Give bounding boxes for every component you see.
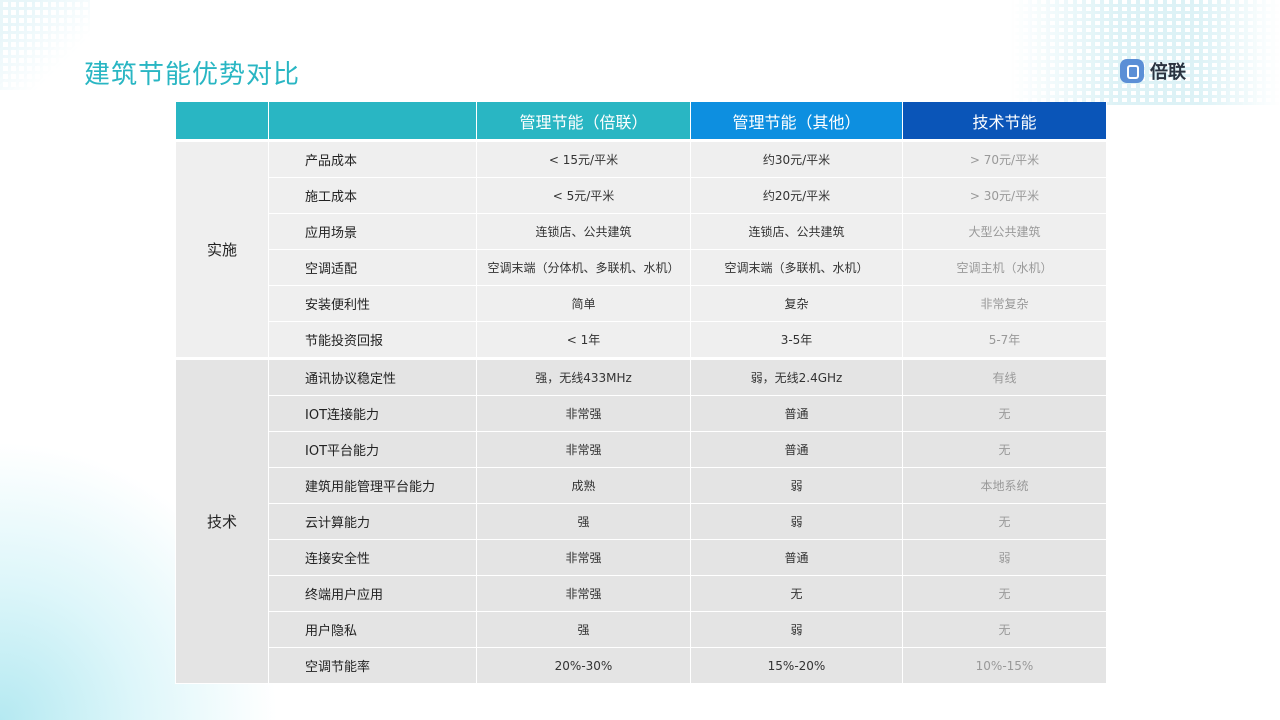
cell-other: 空调末端（多联机、水机）	[690, 249, 903, 286]
table-row: 建筑用能管理平台能力 成熟弱本地系统	[176, 467, 1107, 504]
table-row: 云计算能力强弱无	[176, 503, 1107, 540]
header-cell-beilian: 管理节能（倍联）	[476, 102, 691, 142]
row-label: 云计算能力	[268, 503, 477, 540]
table-row: 安装便利性 简单 复杂 非常复杂	[176, 285, 1107, 322]
decorative-buildings-top-right	[1010, 0, 1280, 105]
cell-other: 弱	[690, 611, 903, 648]
table-header-row: 管理节能（倍联） 管理节能（其他） 技术节能	[175, 102, 1107, 142]
table-row: 应用场景 连锁店、公共建筑 连锁店、公共建筑 大型公共建筑	[176, 213, 1107, 250]
cell-other: 弱	[690, 503, 903, 540]
cell-beilian: < 15元/平米	[476, 140, 691, 178]
row-label: IOT平台能力	[268, 431, 477, 468]
table-row: IOT连接能力 非常强 普通无	[176, 395, 1107, 432]
cell-beilian: 空调末端（分体机、多联机、水机）	[476, 249, 691, 286]
cell-beilian: 强	[476, 503, 691, 540]
row-label: 安装便利性	[268, 285, 477, 322]
cell-tech: 5-7年	[902, 321, 1107, 359]
cell-tech: 弱	[902, 539, 1107, 576]
header-cell-section	[175, 102, 269, 142]
cell-tech: 无	[902, 395, 1107, 432]
cell-beilian: 成熟	[476, 467, 691, 504]
table-row: 用户隐私强弱无	[176, 611, 1107, 648]
logo-icon	[1120, 59, 1144, 83]
cell-beilian: 非常强	[476, 431, 691, 468]
header-cell-tech: 技术节能	[902, 102, 1107, 142]
table-row: 空调适配 空调末端（分体机、多联机、水机） 空调末端（多联机、水机） 空调主机（水机）	[176, 249, 1107, 286]
section-label: 技术	[175, 357, 269, 684]
cell-tech: 大型公共建筑	[902, 213, 1107, 250]
cell-tech: 无	[902, 575, 1107, 612]
cell-other: 15%-20%	[690, 647, 903, 684]
cell-other: 3-5年	[690, 321, 903, 359]
row-label: 产品成本	[268, 140, 477, 178]
row-label: 连接安全性	[268, 539, 477, 576]
cell-beilian: 非常强	[476, 539, 691, 576]
table-row: 连接安全性 非常强 普通弱	[176, 539, 1107, 576]
cell-other: 普通	[690, 431, 903, 468]
table-row: 施工成本 < 5元/平米 约20元/平米 > 30元/平米	[176, 177, 1107, 214]
row-label: 建筑用能管理平台能力	[268, 467, 477, 504]
cell-beilian: < 1年	[476, 321, 691, 359]
decorative-pattern-top-left	[0, 0, 90, 90]
cell-tech: 无	[902, 431, 1107, 468]
row-label: 用户隐私	[268, 611, 477, 648]
cell-tech: 10%-15%	[902, 647, 1107, 684]
logo: 倍联	[1120, 58, 1186, 84]
cell-beilian: 简单	[476, 285, 691, 322]
logo-text: 倍联	[1150, 62, 1186, 83]
cell-other: 弱，无线2.4GHz	[690, 357, 903, 396]
cell-tech: > 70元/平米	[902, 140, 1107, 178]
comparison-table: 管理节能（倍联） 管理节能（其他） 技术节能 实施 产品成本 < 15元/平米 约30…	[175, 102, 1107, 684]
table-row: 技术 通讯协议稳定性 强，无线433MHz 弱，无线2.4GHz 有线	[175, 357, 1107, 684]
row-label: 空调节能率	[268, 647, 477, 684]
cell-other: 连锁店、公共建筑	[690, 213, 903, 250]
cell-other: 约30元/平米	[690, 140, 903, 178]
header-cell-item	[268, 102, 477, 142]
table-row: 实施 产品成本 < 15元/平米 约30元/平米 > 70元/平米	[175, 140, 1107, 359]
cell-beilian: 20%-30%	[476, 647, 691, 684]
cell-other: 普通	[690, 539, 903, 576]
table-row: IOT平台能力 非常强 普通无	[176, 431, 1107, 468]
row-label: 应用场景	[268, 213, 477, 250]
cell-beilian: 强，无线433MHz	[476, 357, 691, 396]
cell-tech: 有线	[902, 357, 1107, 396]
cell-beilian: 非常强	[476, 395, 691, 432]
cell-tech: 非常复杂	[902, 285, 1107, 322]
cell-tech: 无	[902, 503, 1107, 540]
row-label: 终端用户应用	[268, 575, 477, 612]
cell-other: 约20元/平米	[690, 177, 903, 214]
header-cell-other: 管理节能（其他）	[690, 102, 903, 142]
cell-other: 普通	[690, 395, 903, 432]
table-body: 实施 产品成本 < 15元/平米 约30元/平米 > 70元/平米 施工成本 < 5元/平米…	[175, 140, 1107, 684]
cell-other: 复杂	[690, 285, 903, 322]
row-label: 通讯协议稳定性	[268, 357, 477, 396]
cell-beilian: < 5元/平米	[476, 177, 691, 214]
cell-tech: 本地系统	[902, 467, 1107, 504]
cell-beilian: 非常强	[476, 575, 691, 612]
row-label: 空调适配	[268, 249, 477, 286]
table-row: 终端用户应用 非常强无无	[176, 575, 1107, 612]
cell-other: 弱	[690, 467, 903, 504]
cell-tech: > 30元/平米	[902, 177, 1107, 214]
row-label: IOT连接能力	[268, 395, 477, 432]
cell-tech: 无	[902, 611, 1107, 648]
row-label: 施工成本	[268, 177, 477, 214]
table-row: 空调节能率 20%-30% 15%-20% 10%-15%	[176, 647, 1107, 684]
cell-beilian: 强	[476, 611, 691, 648]
row-label: 节能投资回报	[268, 321, 477, 359]
page-title: 建筑节能优势对比	[84, 60, 301, 90]
cell-tech: 空调主机（水机）	[902, 249, 1107, 286]
section-label: 实施	[175, 140, 269, 359]
table-row: 节能投资回报 < 1年 3-5年 5-7年	[176, 321, 1107, 359]
cell-beilian: 连锁店、公共建筑	[476, 213, 691, 250]
cell-other: 无	[690, 575, 903, 612]
